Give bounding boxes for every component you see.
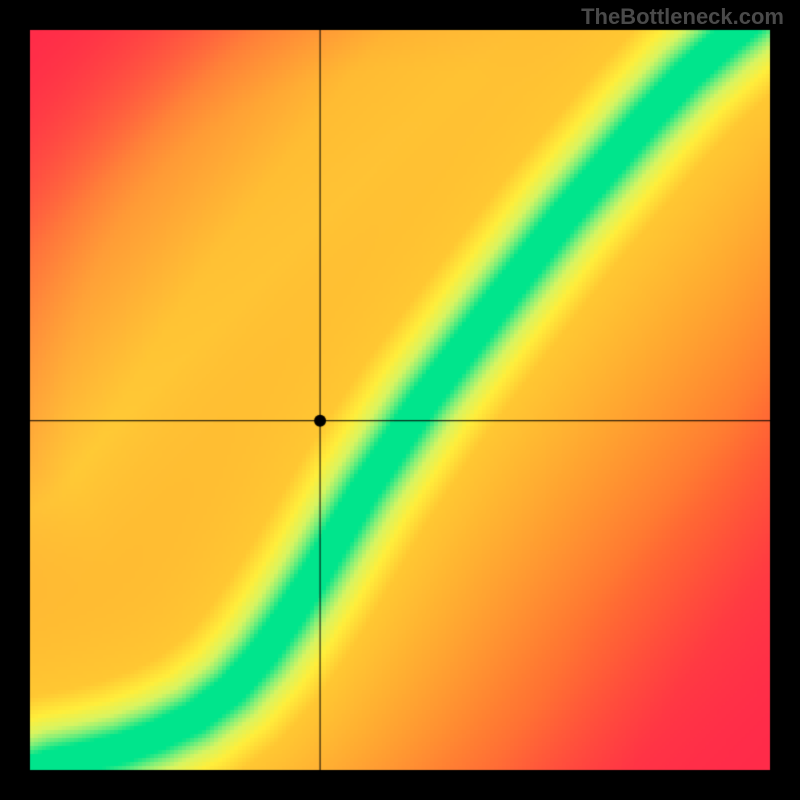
bottleneck-heatmap (0, 0, 800, 800)
watermark-text: TheBottleneck.com (581, 4, 784, 30)
